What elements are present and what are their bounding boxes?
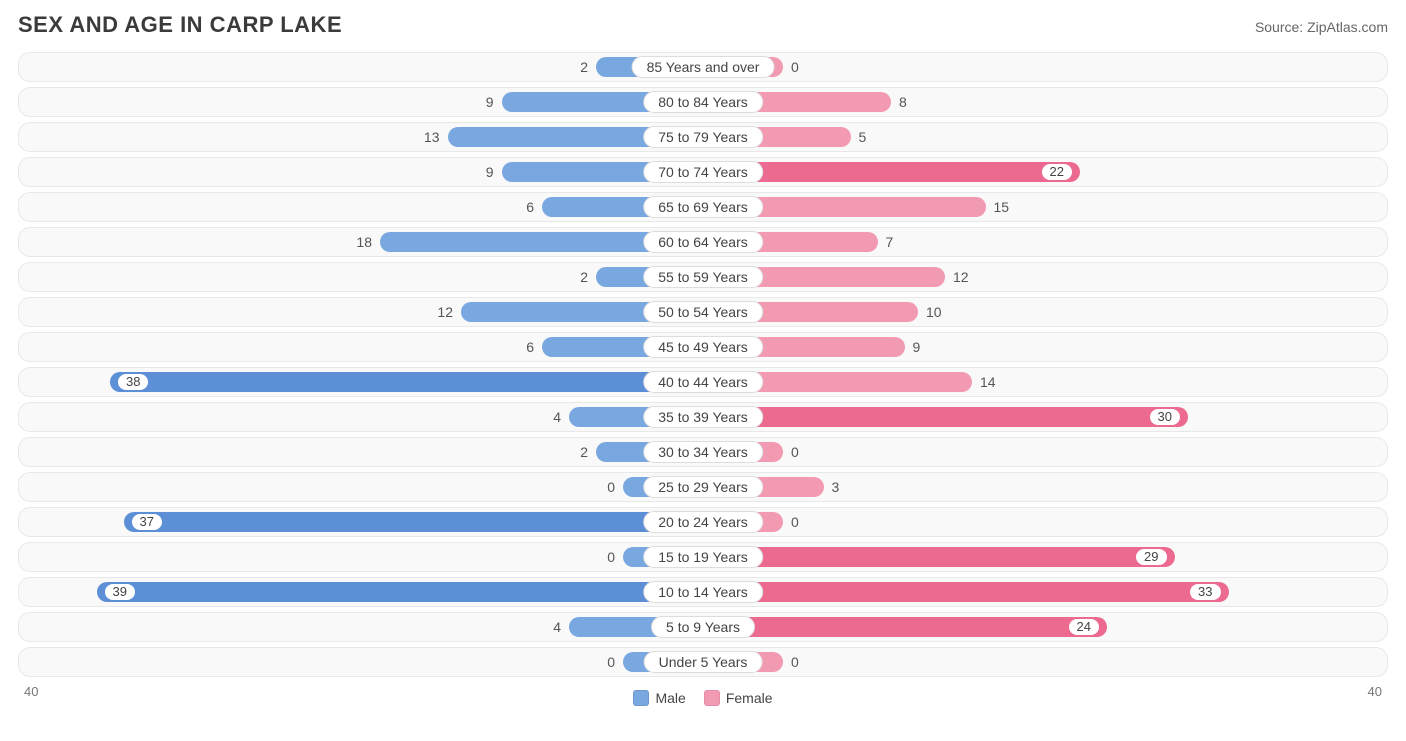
male-value: 2 [572, 444, 596, 460]
female-value: 22 [1042, 164, 1072, 180]
male-bar: 39 [97, 582, 704, 602]
pyramid-row: 18 7 60 to 64 Years [18, 227, 1388, 257]
axis-left-max: 40 [24, 684, 38, 706]
pyramid-row: 0 3 25 to 29 Years [18, 472, 1388, 502]
female-value: 0 [783, 59, 807, 75]
age-category-label: 10 to 14 Years [643, 581, 763, 603]
male-value: 13 [416, 129, 448, 145]
female-value: 33 [1190, 584, 1220, 600]
female-bar: 30 [703, 407, 1188, 427]
chart-source: Source: ZipAtlas.com [1255, 19, 1388, 35]
age-category-label: 65 to 69 Years [643, 196, 763, 218]
pyramid-row: 12 10 50 to 54 Years [18, 297, 1388, 327]
female-value: 9 [905, 339, 929, 355]
age-category-label: 80 to 84 Years [643, 91, 763, 113]
age-category-label: 45 to 49 Years [643, 336, 763, 358]
female-value: 7 [878, 234, 902, 250]
age-category-label: 50 to 54 Years [643, 301, 763, 323]
female-value: 3 [824, 479, 848, 495]
female-value: 0 [783, 514, 807, 530]
male-value: 0 [599, 479, 623, 495]
pyramid-row: 6 15 65 to 69 Years [18, 192, 1388, 222]
male-value: 0 [599, 654, 623, 670]
male-value: 2 [572, 59, 596, 75]
female-value: 15 [986, 199, 1018, 215]
pyramid-row: 0 29 15 to 19 Years [18, 542, 1388, 572]
male-value: 18 [348, 234, 380, 250]
male-swatch-icon [633, 690, 649, 706]
age-category-label: 5 to 9 Years [651, 616, 755, 638]
chart-header: SEX AND AGE IN CARP LAKE Source: ZipAtla… [18, 12, 1388, 38]
legend-item-female: Female [704, 690, 773, 706]
age-category-label: 30 to 34 Years [643, 441, 763, 463]
male-value: 38 [118, 374, 148, 390]
age-category-label: 85 Years and over [632, 56, 775, 78]
age-category-label: 75 to 79 Years [643, 126, 763, 148]
age-category-label: 35 to 39 Years [643, 406, 763, 428]
population-pyramid-chart: 2085 Years and over9880 to 84 Years13575… [18, 52, 1388, 677]
male-value: 4 [545, 619, 569, 635]
male-value: 9 [478, 94, 502, 110]
male-value: 9 [478, 164, 502, 180]
pyramid-row: 4 30 35 to 39 Years [18, 402, 1388, 432]
age-category-label: 70 to 74 Years [643, 161, 763, 183]
female-swatch-icon [704, 690, 720, 706]
male-value: 4 [545, 409, 569, 425]
age-category-label: Under 5 Years [644, 651, 763, 673]
age-category-label: 40 to 44 Years [643, 371, 763, 393]
pyramid-row: 6 9 45 to 49 Years [18, 332, 1388, 362]
female-value: 24 [1069, 619, 1099, 635]
legend-item-male: Male [633, 690, 685, 706]
male-value: 0 [599, 549, 623, 565]
pyramid-row: 9 8 80 to 84 Years [18, 87, 1388, 117]
female-value: 5 [851, 129, 875, 145]
female-value: 14 [972, 374, 1004, 390]
male-bar: 38 [110, 372, 703, 392]
male-value: 12 [429, 304, 461, 320]
legend-label-female: Female [726, 690, 773, 706]
legend-label-male: Male [655, 690, 685, 706]
legend: Male Female [633, 690, 772, 706]
female-bar: 24 [703, 617, 1107, 637]
pyramid-row: 13 5 75 to 79 Years [18, 122, 1388, 152]
age-category-label: 15 to 19 Years [643, 546, 763, 568]
male-value: 37 [132, 514, 162, 530]
male-bar: 37 [124, 512, 704, 532]
axis-right-max: 40 [1368, 684, 1382, 706]
pyramid-row: 0 0 Under 5 Years [18, 647, 1388, 677]
male-value: 2 [572, 269, 596, 285]
age-category-label: 55 to 59 Years [643, 266, 763, 288]
age-category-label: 60 to 64 Years [643, 231, 763, 253]
age-category-label: 20 to 24 Years [643, 511, 763, 533]
male-value: 6 [518, 199, 542, 215]
pyramid-row: 38 14 40 to 44 Years [18, 367, 1388, 397]
female-value: 30 [1150, 409, 1180, 425]
pyramid-row: 4 24 5 to 9 Years [18, 612, 1388, 642]
pyramid-row: 39 33 10 to 14 Years [18, 577, 1388, 607]
pyramid-row: 2 0 30 to 34 Years [18, 437, 1388, 467]
female-value: 12 [945, 269, 977, 285]
female-bar: 33 [703, 582, 1229, 602]
chart-title: SEX AND AGE IN CARP LAKE [18, 12, 342, 38]
female-value: 0 [783, 444, 807, 460]
male-value: 6 [518, 339, 542, 355]
pyramid-row: 2 0 85 Years and over [18, 52, 1388, 82]
female-bar: 29 [703, 547, 1175, 567]
pyramid-row: 2 12 55 to 59 Years [18, 262, 1388, 292]
female-value: 8 [891, 94, 915, 110]
age-category-label: 25 to 29 Years [643, 476, 763, 498]
female-value: 10 [918, 304, 950, 320]
axis-labels: 40 Male Female 40 [18, 682, 1388, 706]
female-value: 29 [1136, 549, 1166, 565]
pyramid-row: 9 22 70 to 74 Years [18, 157, 1388, 187]
female-value: 0 [783, 654, 807, 670]
male-value: 39 [105, 584, 135, 600]
pyramid-row: 37 0 20 to 24 Years [18, 507, 1388, 537]
